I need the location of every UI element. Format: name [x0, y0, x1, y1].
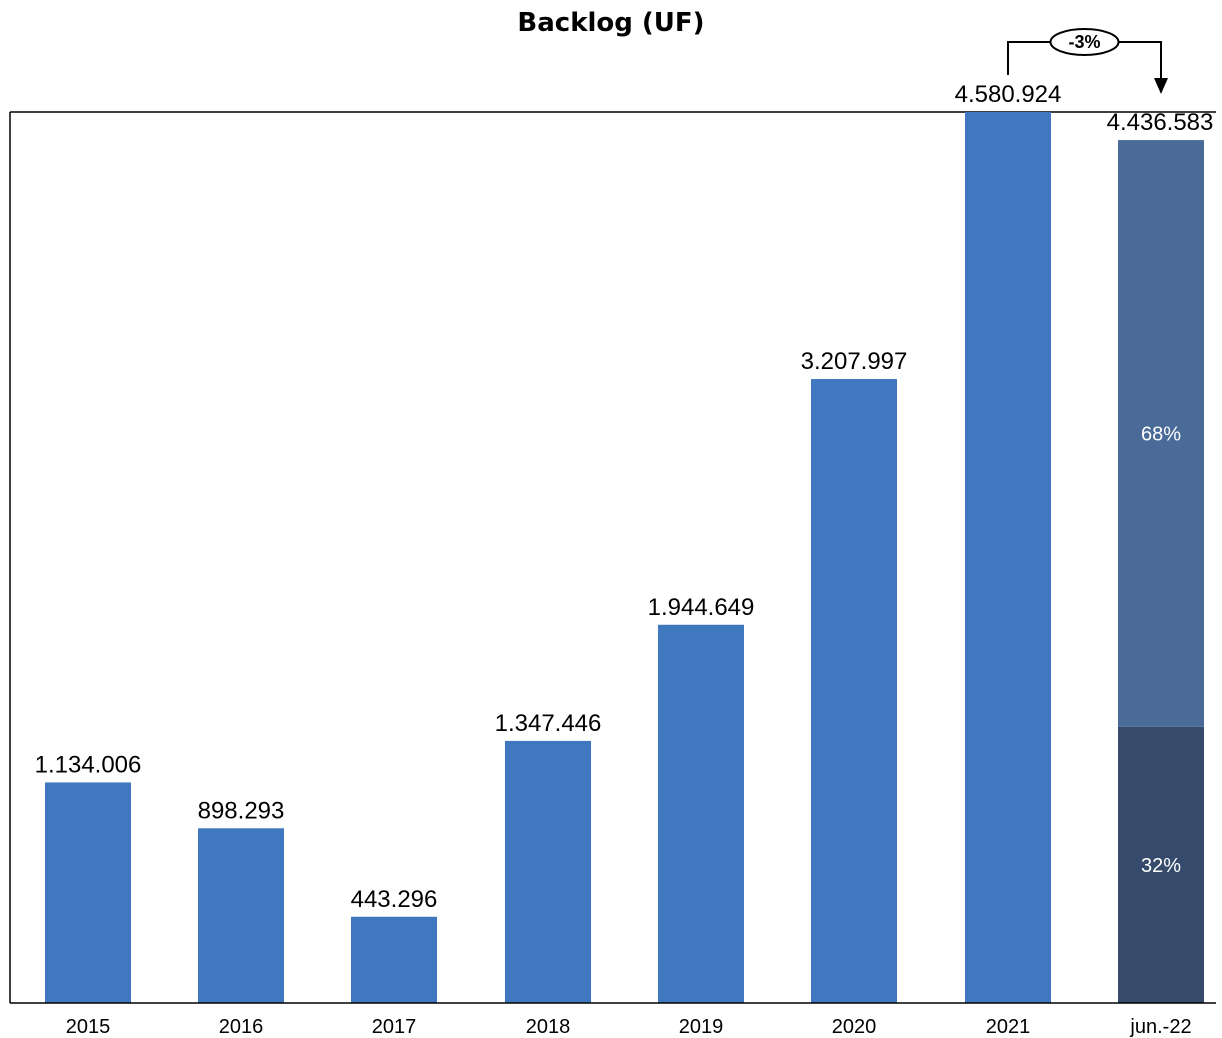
change-badge	[1049, 28, 1120, 56]
segment-label-2: 68%	[1141, 423, 1181, 445]
x-tick-label-2017: 2017	[372, 1016, 417, 1038]
change-bracket-left	[1007, 41, 1051, 75]
data-label-2017: 443.296	[351, 886, 438, 913]
data-label-2019: 1.944.649	[648, 594, 755, 621]
data-label-2015: 1.134.006	[35, 751, 142, 778]
x-tick-label-2019: 2019	[679, 1016, 724, 1038]
bar-2021	[965, 112, 1051, 1003]
bar-2019	[658, 624, 744, 1003]
data-label-2018: 1.347.446	[495, 710, 602, 737]
bar-2016	[198, 828, 284, 1003]
x-tick-label-2021: 2021	[986, 1016, 1031, 1038]
change-arrow-head	[1154, 78, 1168, 94]
segment-label-1: 32%	[1141, 855, 1181, 877]
data-label-jun.-22: 4.436.583	[1107, 109, 1214, 136]
data-label-2020: 3.207.997	[801, 348, 908, 375]
change-bracket-right	[1118, 41, 1162, 78]
bar-2020	[811, 379, 897, 1004]
bar-2015	[45, 782, 131, 1003]
x-tick-label-2015: 2015	[66, 1016, 111, 1038]
bar-2018	[505, 740, 591, 1003]
x-tick-label-2018: 2018	[526, 1016, 571, 1038]
data-label-2016: 898.293	[198, 797, 285, 824]
change-label: -3%	[1068, 32, 1100, 52]
x-tick-label-2020: 2020	[832, 1016, 877, 1038]
chart-title: Backlog (UF)	[517, 8, 705, 38]
bar-segment-2	[1118, 140, 1204, 727]
bar-2017	[351, 916, 437, 1003]
x-tick-label-2016: 2016	[219, 1016, 264, 1038]
x-tick-label-jun.-22: jun.-22	[1129, 1016, 1191, 1038]
bar-segment-1	[1118, 726, 1204, 1003]
data-label-2021: 4.580.924	[955, 81, 1062, 108]
